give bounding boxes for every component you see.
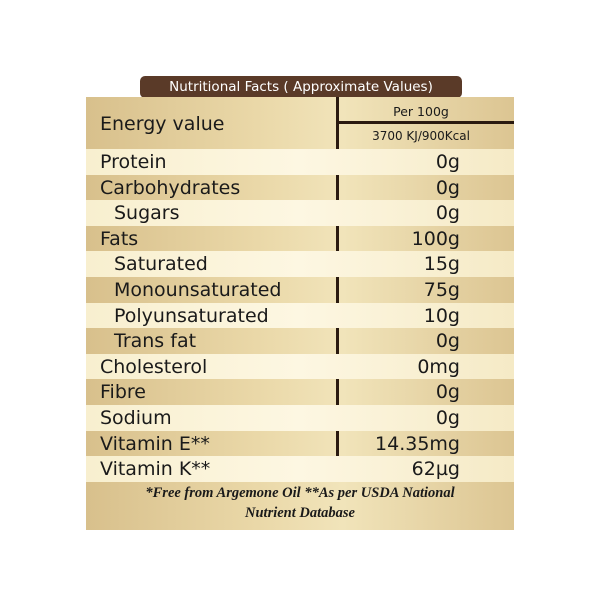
table-row: Fibre 0g [86, 379, 514, 405]
nutrient-name: Monounsaturated [114, 278, 282, 301]
nutrient-name: Polyunsaturated [114, 304, 269, 327]
footnote-line-2: Nutrient Database [245, 505, 355, 521]
nutrient-value: 0g [435, 151, 460, 173]
table-row: Protein 0g [86, 149, 514, 175]
nutrient-value: 0g [435, 381, 460, 404]
nutrient-name: Trans fat [114, 330, 197, 353]
table-row: Sodium 0g [86, 404, 514, 431]
nutrient-name: Carbohydrates [100, 176, 241, 199]
nutrient-value: 10g [423, 304, 460, 327]
nutrient-value: 0g [435, 202, 460, 225]
nutrient-value: 0mg [417, 355, 460, 378]
nutrient-name: Fibre [100, 381, 146, 404]
energy-value-amount: 3700 KJ/900Kcal [372, 129, 470, 143]
nutrient-value: 0g [435, 330, 460, 353]
nutrient-name: Vitamin E** [100, 432, 210, 455]
nutrient-name: Vitamin K** [100, 458, 211, 481]
table-row: Saturated 15g [86, 251, 514, 277]
table-row: Cholesterol 0mg [86, 353, 514, 380]
energy-value-label: Energy value [100, 113, 225, 135]
nutrient-value: 15g [423, 253, 460, 276]
table-row: Trans fat 0g [86, 328, 514, 354]
per-100g-label: Per 100g [393, 104, 449, 119]
nutrient-name: Protein [100, 151, 167, 173]
nutrient-name: Fats [100, 227, 139, 250]
nutrient-value: 100g [411, 227, 460, 250]
nutrient-name: Sodium [100, 406, 172, 429]
table-row: Sugars 0g [86, 200, 514, 226]
table-row: Fats 100g [86, 226, 514, 252]
footnote: *Free from Argemone Oil **As per USDA Na… [86, 483, 514, 523]
nutrient-rows: Protein 0g Carbohydrates 0g Sugars 0g Fats 100g… [86, 149, 514, 482]
nutrient-value: 0g [435, 176, 460, 199]
nutrient-value: 0g [435, 406, 460, 429]
footnote-line-1: *Free from Argemone Oil **As per USDA Na… [145, 485, 455, 501]
table-title: Nutritional Facts ( Approximate Values) [140, 76, 462, 98]
nutrient-value: 14.35mg [375, 432, 460, 455]
table-row: Vitamin E** 14.35mg [86, 431, 514, 457]
header-divider [338, 121, 514, 124]
table-row: Polyunsaturated 10g [86, 302, 514, 329]
table-row: Monounsaturated 75g [86, 277, 514, 303]
nutrient-name: Cholesterol [100, 355, 208, 378]
column-divider [336, 97, 339, 482]
nutrition-table: Energy value Per 100g 3700 KJ/900Kcal Pr… [86, 97, 514, 530]
header-row: Energy value Per 100g 3700 KJ/900Kcal [86, 97, 514, 149]
nutrient-value: 75g [423, 278, 460, 301]
table-row: Vitamin K** 62µg [86, 456, 514, 482]
nutrient-value: 62µg [411, 458, 460, 481]
table-row: Carbohydrates 0g [86, 175, 514, 201]
nutrient-name: Saturated [114, 253, 208, 276]
nutrient-name: Sugars [114, 202, 180, 225]
